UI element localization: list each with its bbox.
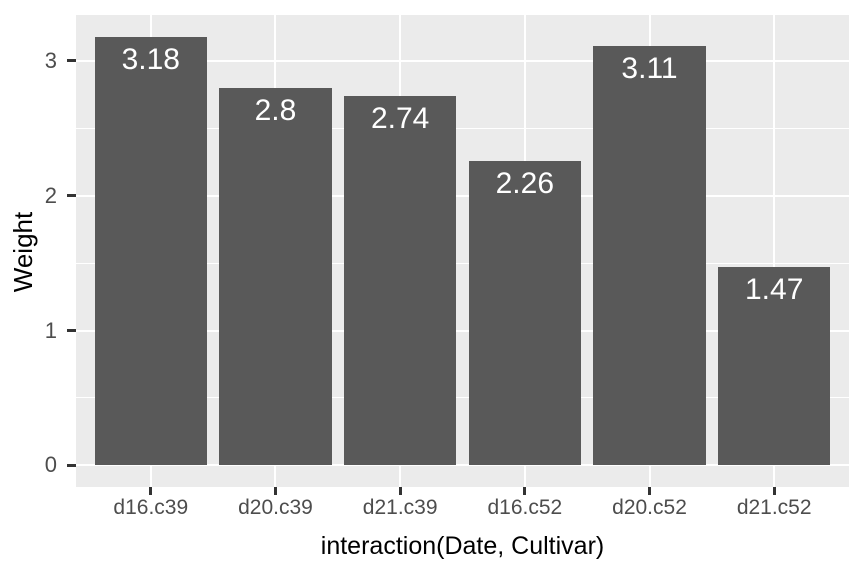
bar-value-label: 2.8 bbox=[254, 93, 297, 127]
bar: 2.8 bbox=[219, 87, 332, 466]
bar-value-label: 2.74 bbox=[370, 101, 430, 135]
bar: 1.47 bbox=[718, 267, 831, 466]
bar: 2.26 bbox=[468, 160, 581, 466]
x-tick-mark bbox=[149, 487, 153, 495]
y-tick-mark bbox=[67, 329, 76, 333]
x-tick-label: d16.c52 bbox=[487, 496, 563, 519]
x-axis-title: interaction(Date, Cultivar) bbox=[320, 532, 605, 560]
bar-value-label: 3.18 bbox=[121, 42, 180, 76]
y-tick-label: 0 bbox=[44, 452, 57, 478]
grid-minor-line bbox=[76, 262, 849, 264]
grid-major-line bbox=[76, 194, 849, 197]
grid-major-line bbox=[76, 464, 849, 467]
x-tick-mark bbox=[523, 487, 527, 495]
bar: 3.11 bbox=[593, 46, 706, 466]
y-tick-mark bbox=[67, 59, 76, 63]
y-tick-label: 1 bbox=[44, 317, 57, 343]
x-tick-mark bbox=[273, 487, 277, 495]
y-axis-title: Weight bbox=[8, 211, 38, 293]
bar: 3.18 bbox=[94, 36, 207, 466]
y-tick-label: 2 bbox=[44, 182, 57, 208]
plot-panel: 3.18 2.8 2.74 2.26 3.11 1.47 bbox=[76, 15, 849, 487]
grid-major-line bbox=[76, 59, 849, 62]
x-tick-label: d21.c52 bbox=[736, 496, 812, 519]
bar: 2.74 bbox=[344, 95, 457, 466]
x-tick-label: d16.c39 bbox=[113, 496, 189, 519]
x-tick-mark bbox=[772, 487, 776, 495]
bar-value-label: 1.47 bbox=[744, 273, 804, 307]
grid-minor-line bbox=[76, 397, 849, 399]
y-tick-mark bbox=[67, 463, 76, 467]
y-tick-label: 3 bbox=[44, 47, 57, 73]
bar-value-label: 3.11 bbox=[621, 52, 678, 86]
x-tick-mark bbox=[648, 487, 652, 495]
grid-vertical-line bbox=[773, 15, 776, 487]
grid-major-line bbox=[76, 329, 849, 332]
x-tick-mark bbox=[398, 487, 402, 495]
x-tick-label: d21.c39 bbox=[362, 496, 438, 519]
x-tick-label: d20.c39 bbox=[238, 496, 313, 519]
bar-value-label: 2.26 bbox=[495, 166, 555, 200]
grid-minor-line bbox=[76, 127, 849, 129]
x-tick-label: d20.c52 bbox=[612, 496, 687, 519]
y-tick-mark bbox=[67, 194, 76, 198]
